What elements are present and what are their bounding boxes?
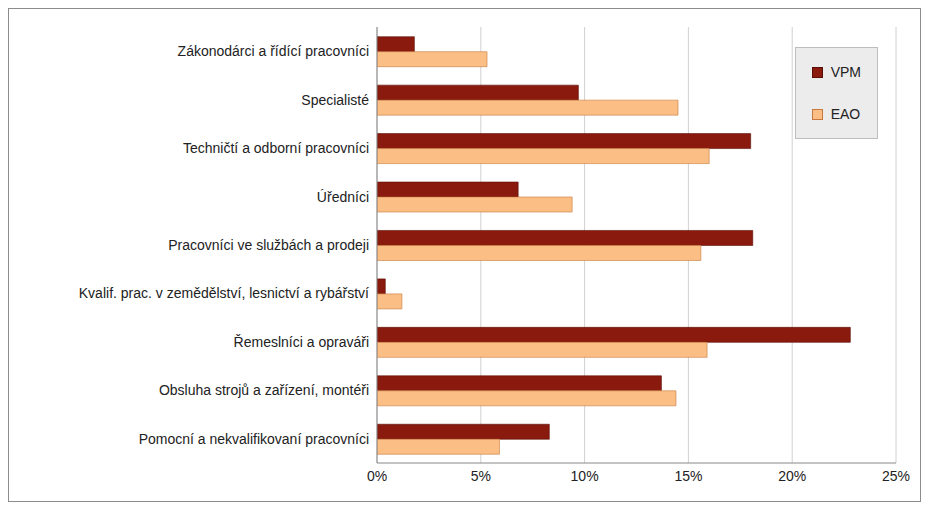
- svg-text:10%: 10%: [571, 468, 599, 484]
- svg-text:15%: 15%: [674, 468, 702, 484]
- html-text:VPM: VPM: [830, 64, 861, 80]
- html-text:EAO: EAO: [830, 106, 861, 122]
- svg-text:5%: 5%: [471, 468, 491, 484]
- svg-text:Pomocní a nekvalifikovaní prac: Pomocní a nekvalifikovaní pracovníci: [139, 431, 369, 447]
- svg-text:Řemeslníci a opraváři: Řemeslníci a opraváři: [234, 334, 369, 350]
- svg-text:0%: 0%: [367, 468, 387, 484]
- svg-text:Pracovníci ve službách a prode: Pracovníci ve službách a prodeji: [168, 237, 369, 253]
- svg-text:Kvalif. prac. v zemědělství, l: Kvalif. prac. v zemědělství, lesnictví a…: [79, 285, 369, 301]
- svg-text:Techničtí a odborní pracovníci: Techničtí a odborní pracovníci: [183, 140, 369, 156]
- svg-text:Obsluha strojů a zařízení, mon: Obsluha strojů a zařízení, montéři: [159, 382, 369, 398]
- svg-text:Specialisté: Specialisté: [301, 92, 369, 108]
- svg-text:Zákonodárci a řídící pracovníc: Zákonodárci a řídící pracovníci: [178, 43, 369, 59]
- svg-text:Úředníci: Úředníci: [317, 189, 369, 205]
- svg-text:20%: 20%: [778, 468, 806, 484]
- svg-text:25%: 25%: [882, 468, 910, 484]
